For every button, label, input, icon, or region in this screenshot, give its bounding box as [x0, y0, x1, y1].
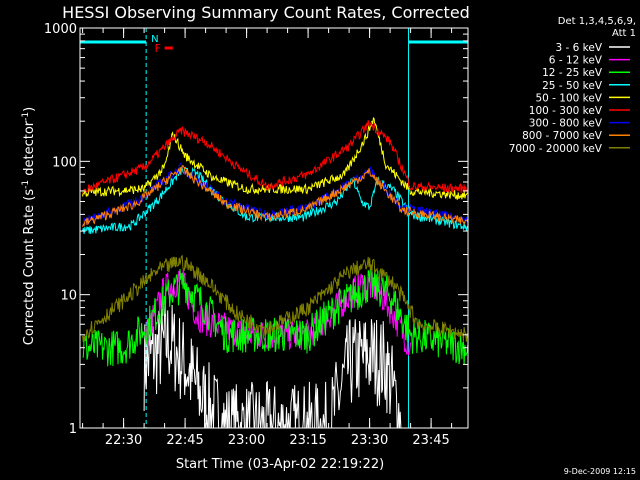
- flare-marker-label: F: [155, 42, 161, 55]
- series-line-8: [82, 254, 469, 342]
- legend-label-1: 6 - 12 keV: [549, 55, 603, 67]
- x-tick-label-1: 22:45: [166, 433, 203, 448]
- y-tick-label-3: 1000: [44, 22, 77, 37]
- series-line-3: [82, 166, 469, 235]
- y-label-pre: Corrected Count Rate (s: [22, 189, 37, 346]
- x-axis-label: Start Time (03-Apr-02 22:19:22): [176, 457, 384, 472]
- series-line-7: [82, 164, 469, 227]
- x-tick-label-0: 22:30: [105, 433, 142, 448]
- legend-header-1: Att 1: [612, 28, 636, 39]
- legend-label-7: 800 - 7000 keV: [522, 130, 603, 142]
- y-tick-label-0: 1: [69, 422, 77, 437]
- legend-label-3: 25 - 50 keV: [542, 80, 603, 92]
- y-axis-label: Corrected Count Rate (s-1 detector-1): [21, 107, 37, 345]
- x-tick-label-3: 23:15: [289, 433, 326, 448]
- x-tick-label-2: 23:00: [228, 433, 265, 448]
- footer-date: 9-Dec-2009 12:15: [564, 467, 636, 476]
- y-label-sup1: -1: [21, 180, 31, 189]
- y-label-sup2: -1: [21, 112, 31, 121]
- legend-label-0: 3 - 6 keV: [555, 42, 602, 54]
- plot-frame: [79, 27, 469, 429]
- x-tick-label-5: 23:45: [412, 433, 449, 448]
- legend-label-4: 50 - 100 keV: [535, 92, 602, 104]
- series-line-5: [82, 120, 469, 194]
- legend-label-8: 7000 - 20000 keV: [509, 143, 603, 155]
- y-tick-label-2: 100: [52, 155, 77, 170]
- series-line-4: [82, 117, 469, 200]
- legend-label-6: 300 - 800 keV: [529, 118, 603, 130]
- y-label-post: ): [22, 107, 37, 112]
- night-marker-label: N: [151, 34, 158, 45]
- x-tick-label-4: 23:30: [351, 433, 388, 448]
- plot-area: NF 1 10 100 1000 22:30 22:45 23:00 23:15 23:30 23:…: [44, 22, 469, 448]
- chart-title: HESSI Observing Summary Count Rates, Cor…: [62, 3, 470, 22]
- legend-label-5: 100 - 300 keV: [529, 105, 603, 117]
- series-line-0: [143, 304, 402, 429]
- legend-header-0: Det 1,3,4,5,6,9,: [558, 16, 636, 27]
- legend-label-2: 12 - 25 keV: [542, 67, 603, 79]
- series-line-2: [82, 266, 469, 367]
- y-label-mid: detector: [22, 120, 37, 180]
- y-tick-label-1: 10: [60, 289, 77, 304]
